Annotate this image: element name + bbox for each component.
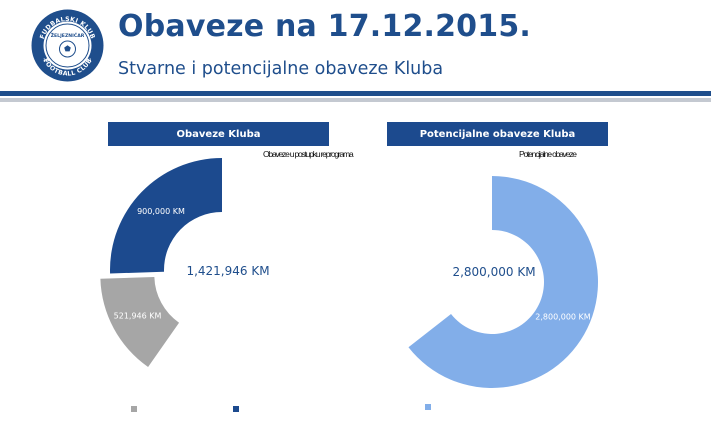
chart-1-legend-swatch-0 [425,404,431,410]
chart-0-legend-swatch-0 [131,406,137,412]
club-logo: FUDBALSKI KLUB FOOTBALL CLUB ŽELJEZNIČAR… [31,9,104,82]
chart-title-potencijalne: Potencijalne obaveze Kluba [387,122,608,146]
chart-1-slice-0-label: 2,800,000 KM [535,313,591,322]
chart-0-slice-1-label: 900,000 KM [137,207,185,216]
chart-0-slice-0 [100,277,180,367]
logo-text-center: ŽELJEZNIČAR [51,31,85,39]
chart-legend-caption-potencijalne: Potencijalne obaveze [519,149,577,159]
logo-year-left: 19 [43,58,49,64]
chart-0-center-label: 1,421,946 KM [186,264,269,278]
chart-1-slice-0 [408,176,599,388]
header-rule-dark [0,91,711,96]
page-subtitle: Stvarne i potencijalne obaveze Kluba [118,59,444,79]
logo-year-right: 21 [86,58,92,64]
page-title: Obaveze na 17.12.2015. [118,9,532,44]
chart-0-slice-1 [110,158,222,274]
logo-center-disc [45,23,90,68]
chart-title-obaveze: Obaveze Kluba [108,122,329,146]
chart-0-slice-0-label: 521,946 KM [114,312,162,321]
chart-0-legend-swatch-1 [233,406,239,412]
chart-legend-caption-obaveze: Obaveze u postupku reprograma [263,149,354,159]
ball-icon [59,40,76,58]
header-rule-light [0,98,711,102]
chart-1-center-label: 2,800,000 KM [452,265,535,279]
